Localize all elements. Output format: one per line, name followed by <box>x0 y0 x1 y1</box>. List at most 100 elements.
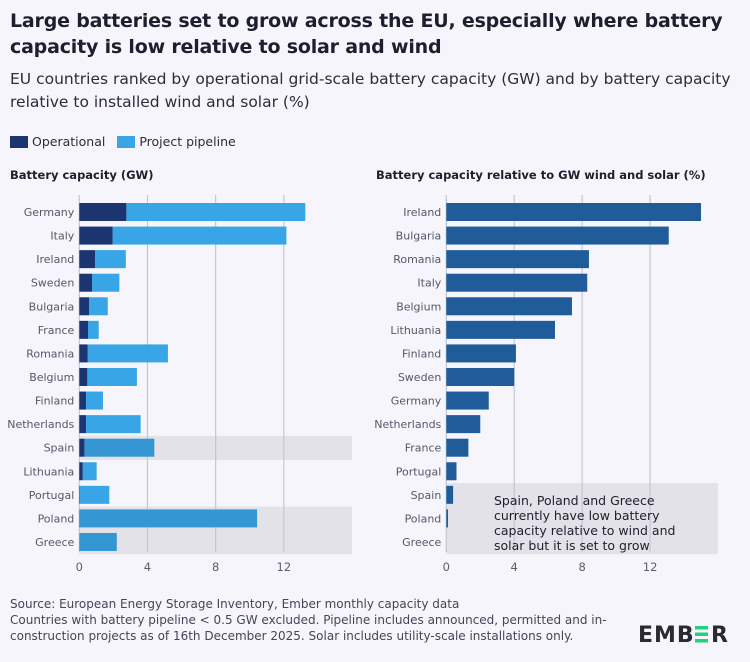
bar-operational <box>79 438 85 457</box>
bar-operational <box>79 297 90 316</box>
category-label: Sweden <box>398 371 441 384</box>
category-label: Spain <box>411 489 442 502</box>
bar-operational <box>79 226 113 245</box>
bar-ratio <box>446 344 516 363</box>
x-tick-label: 4 <box>144 560 151 574</box>
bar-ratio <box>446 367 515 386</box>
right-chart-title: Battery capacity relative to GW wind and… <box>376 168 706 182</box>
legend-swatch-operational <box>10 135 28 148</box>
bar-operational <box>79 485 80 504</box>
bar-operational <box>79 344 88 363</box>
bar-operational <box>79 320 88 339</box>
category-label: Italy <box>50 230 74 243</box>
bar-ratio <box>446 226 669 245</box>
legend-swatch-pipeline <box>117 135 136 148</box>
bar-pipeline <box>84 438 155 457</box>
svg-text:EMB: EMB <box>638 623 695 647</box>
chart-subtitle: EU countries ranked by operational grid-… <box>10 70 731 111</box>
x-tick-label: 0 <box>443 560 450 574</box>
bar-pipeline <box>85 415 141 434</box>
bar-pipeline <box>85 391 103 410</box>
category-label: Netherlands <box>7 418 74 431</box>
legend-label: Project pipeline <box>139 134 236 149</box>
bar-pipeline <box>79 532 117 551</box>
category-label: Bulgaria <box>29 300 75 313</box>
bar-ratio <box>446 297 572 316</box>
category-label: Portugal <box>396 465 442 478</box>
bar-pipeline <box>126 203 306 221</box>
category-label: Italy <box>417 277 441 290</box>
bar-ratio <box>446 462 457 481</box>
category-label: Poland <box>38 512 75 525</box>
chart-annotation: Spain, Poland and Greece currently have … <box>494 493 676 553</box>
category-label: Bulgaria <box>396 230 442 243</box>
bar-pipeline <box>87 320 99 339</box>
x-tick-label: 8 <box>212 560 219 574</box>
battery-capacity-chart: 0 4 8 12 Germany Italy Ireland Sweden Bulgaria Fr… <box>7 195 353 574</box>
category-label: France <box>405 442 442 455</box>
legend: Operational Project pipeline <box>10 134 236 149</box>
x-tick-label: 12 <box>277 560 292 574</box>
chart-title: Large batteries set to grow across the E… <box>10 10 723 58</box>
x-tick-label: 0 <box>76 560 83 574</box>
bar-operational <box>79 250 95 269</box>
bar-pipeline <box>87 344 168 363</box>
bar-ratio <box>446 391 489 410</box>
footer: Source: European Energy Storage Inventor… <box>10 596 620 644</box>
category-label: Greece <box>402 536 441 549</box>
bar-ratio <box>446 273 588 292</box>
category-label: Lithuania <box>390 324 441 337</box>
bar-ratio <box>446 320 555 339</box>
bar-operational <box>79 462 83 481</box>
bar-operational <box>79 273 93 292</box>
x-tick-label: 8 <box>578 560 585 574</box>
category-label: Belgium <box>396 300 441 313</box>
x-tick-label: 4 <box>511 560 518 574</box>
bar-pipeline <box>92 273 120 292</box>
bar-pipeline <box>112 226 287 245</box>
category-label: Lithuania <box>23 465 74 478</box>
category-label: Belgium <box>29 371 74 384</box>
bar-operational <box>79 367 88 386</box>
bar-pipeline <box>87 367 137 386</box>
bar-operational <box>79 415 86 434</box>
category-label: Finland <box>35 395 74 408</box>
source-note: Source: European Energy Storage Inventor… <box>10 597 460 611</box>
category-label: Ireland <box>403 206 441 219</box>
bar-ratio <box>446 509 448 528</box>
category-label: Poland <box>405 512 442 525</box>
bar-ratio <box>446 415 481 434</box>
left-chart-title: Battery capacity (GW) <box>10 168 154 182</box>
category-label: Sweden <box>31 277 74 290</box>
bar-pipeline <box>79 509 258 528</box>
bar-pipeline <box>89 297 108 316</box>
category-label: France <box>38 324 75 337</box>
category-label: Romania <box>26 347 74 360</box>
svg-text:R: R <box>711 623 728 647</box>
methodology-note: Countries with battery pipeline < 0.5 GW… <box>10 613 607 643</box>
bar-ratio <box>446 485 454 504</box>
category-label: Finland <box>402 347 441 360</box>
legend-label: Operational <box>32 134 106 149</box>
legend-item-pipeline: Project pipeline <box>117 134 236 149</box>
bar-pipeline <box>79 485 110 504</box>
category-label: Ireland <box>36 253 74 266</box>
bar-ratio <box>446 250 589 269</box>
category-label: Spain <box>44 442 75 455</box>
bar-pipeline <box>94 250 126 269</box>
category-label: Portugal <box>29 489 75 502</box>
bar-operational <box>79 203 127 221</box>
category-label: Netherlands <box>374 418 441 431</box>
legend-item-operational: Operational <box>10 134 105 149</box>
bar-pipeline <box>82 462 97 481</box>
category-label: Romania <box>393 253 441 266</box>
category-label: Germany <box>24 206 75 219</box>
bar-ratio <box>446 438 469 457</box>
x-tick-label: 12 <box>643 560 658 574</box>
bar-ratio <box>446 203 702 221</box>
ember-logo: EMB R <box>638 623 728 647</box>
category-label: Germany <box>391 395 442 408</box>
battery-ratio-chart: 0 4 8 12 Ireland Bulgaria Romania Italy Belgium L… <box>374 195 718 574</box>
bar-operational <box>79 391 86 410</box>
category-label: Greece <box>35 536 74 549</box>
